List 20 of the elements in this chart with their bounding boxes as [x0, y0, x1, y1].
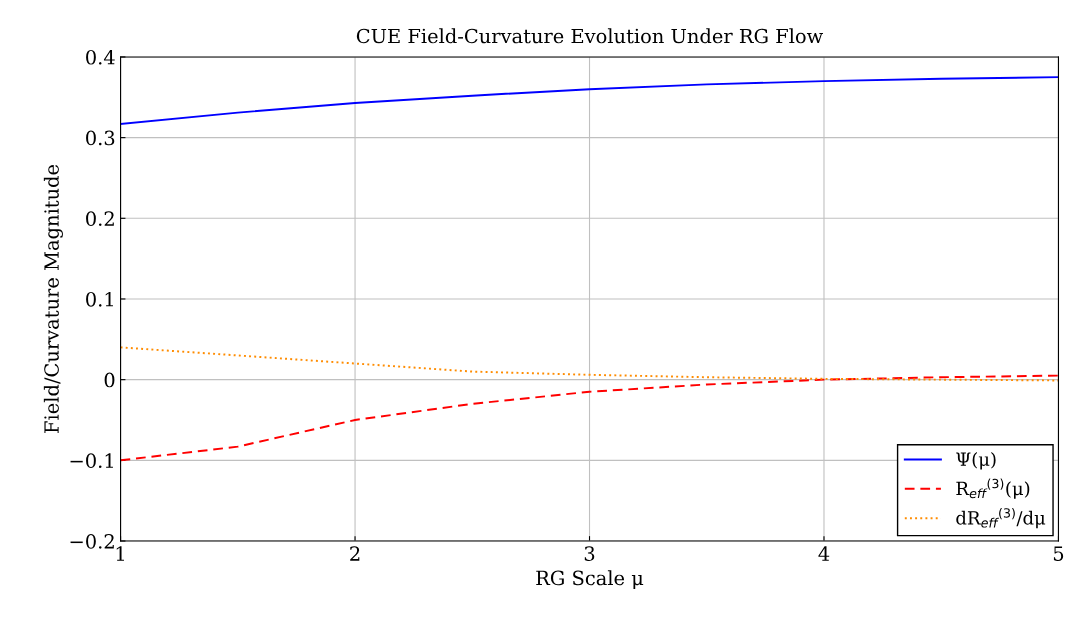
- y-tick-label: 0.2: [86, 211, 114, 226]
- x-axis-title: RG Scale μ: [536, 570, 644, 590]
- y-tick-label: 0.1: [86, 291, 113, 307]
- x-tick-label: 2: [350, 546, 360, 561]
- line-series: [120, 76, 1059, 125]
- x-tick-label: 5: [1053, 546, 1064, 561]
- y-tick-label: −0.2: [70, 533, 114, 549]
- legend-label: dR$_{eff}$$^{(3)}$/dμ: [956, 507, 1046, 529]
- y-axis-title: Field/Curvature Magnitude: [43, 164, 63, 433]
- x-tick-label: 3: [584, 546, 595, 561]
- x-tick-label: 4: [818, 546, 830, 561]
- chart-title: CUE Field-Curvature Evolution Under RG Flow: [356, 28, 824, 44]
- y-tick-label: 0.3: [86, 130, 115, 146]
- y-tick-label: 0: [104, 372, 115, 388]
- y-tick-label: −0.1: [70, 453, 113, 468]
- x-tick-label: 1: [116, 546, 124, 561]
- y-tick-label: 0.4: [86, 49, 115, 65]
- legend-label: Ψ(μ): [956, 452, 996, 470]
- line-series: [120, 346, 1059, 382]
- legend-label: R$_{eff}$$^{(3)}$(μ): [956, 478, 1030, 499]
